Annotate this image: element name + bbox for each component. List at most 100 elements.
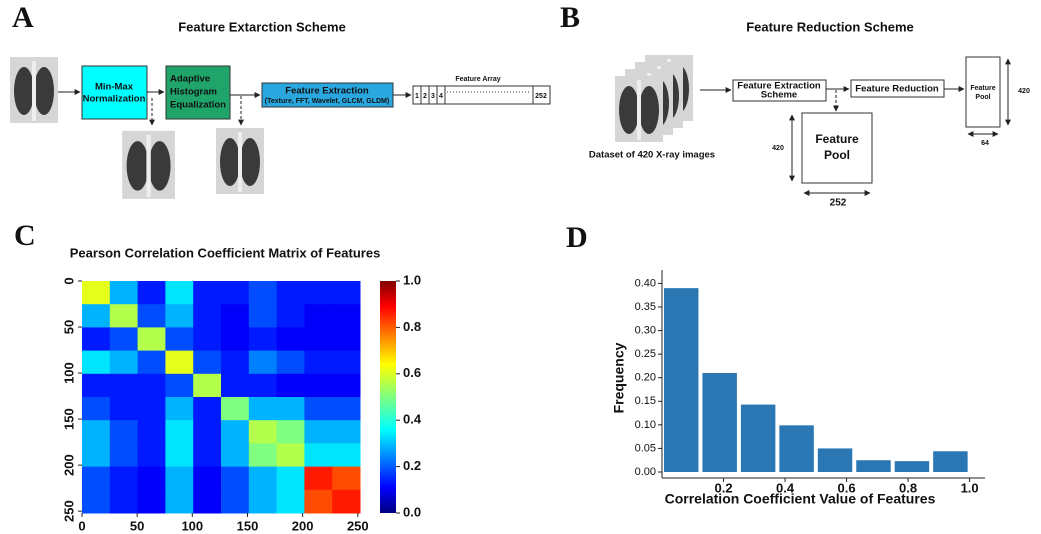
heat-cell — [109, 397, 139, 421]
heat-cell — [221, 304, 250, 328]
heat-cell — [304, 397, 333, 421]
y-tick-label: 0.20 — [635, 372, 656, 384]
pool-label: Feature — [815, 132, 859, 146]
y-tick-label: 250 — [61, 500, 76, 522]
heat-cell — [276, 489, 305, 514]
heat-cell — [82, 397, 111, 421]
heat-cell — [332, 489, 361, 514]
step-label: Histogram — [170, 87, 217, 98]
heat-cell — [332, 397, 361, 421]
y-tick-label: 0.05 — [635, 442, 656, 454]
heat-cell — [276, 304, 305, 328]
y-tick-label: 0.25 — [635, 348, 656, 360]
step-box — [165, 65, 231, 120]
x-tick-label: 0 — [78, 518, 85, 533]
heat-cell — [82, 304, 111, 328]
heat-cell — [332, 350, 361, 375]
heat-cell — [193, 420, 222, 444]
heat-cell — [276, 327, 305, 352]
bar — [817, 448, 853, 472]
bar — [933, 451, 968, 472]
panel-label: D — [566, 221, 588, 254]
heat-cell — [109, 327, 139, 352]
dimension-label: 420 — [772, 145, 784, 152]
heat-cell — [304, 281, 333, 305]
heat-cell — [248, 489, 278, 514]
heat-cell — [304, 420, 333, 444]
heat-cell — [276, 443, 305, 468]
step-label: (Texture, FFT, Wavelet, GLCM, GLDM) — [265, 98, 389, 105]
heat-cell — [304, 327, 333, 352]
heat-cell — [248, 397, 278, 421]
colorbar-tick-label: 0.6 — [403, 365, 421, 380]
heat-cell — [332, 443, 361, 468]
y-tick-label: 50 — [61, 320, 76, 334]
colorbar-tick-label: 0.4 — [403, 412, 422, 427]
colorbar-tick-label: 1.0 — [403, 272, 421, 287]
heat-cell — [332, 466, 361, 491]
heat-cell — [276, 397, 305, 421]
scheme-title: Feature Reduction Scheme — [746, 19, 914, 34]
y-tick-label: 0.35 — [635, 301, 656, 313]
feature-array — [412, 85, 551, 105]
panel-label: C — [14, 219, 36, 252]
x-tick-label: 0.2 — [714, 480, 732, 495]
bar — [740, 404, 776, 472]
heat-cell — [82, 443, 111, 468]
feature-pool — [801, 112, 873, 184]
pool-label: Feature — [970, 85, 995, 92]
dimension-label: 420 — [1018, 88, 1030, 95]
y-tick-label: 0.30 — [635, 324, 656, 336]
x-tick-label: 200 — [292, 518, 314, 533]
heat-cell — [248, 373, 278, 398]
heat-cell — [276, 373, 305, 398]
heat-cell — [304, 304, 333, 328]
x-tick-label: 250 — [347, 518, 369, 533]
heat-cell — [221, 281, 250, 305]
heat-cell — [276, 466, 305, 491]
heat-cell — [137, 373, 166, 398]
array-title: Feature Array — [455, 76, 500, 83]
x-tick-label: 0.4 — [776, 480, 795, 495]
heat-cell — [276, 350, 305, 375]
x-tick-label: 1.0 — [961, 480, 979, 495]
heat-cell — [193, 443, 222, 468]
y-tick-label: 0.15 — [635, 395, 656, 407]
heat-cell — [82, 466, 111, 491]
xray-image — [10, 57, 58, 123]
heat-cell — [276, 420, 305, 444]
feature-pool — [965, 56, 1001, 128]
step-label: Normalization — [83, 94, 146, 105]
step-label: Scheme — [761, 90, 797, 101]
heat-cell — [304, 466, 333, 491]
y-tick-label: 0.40 — [635, 277, 656, 289]
x-tick-label: 0.6 — [838, 480, 856, 495]
colorbar-tick-label: 0.0 — [403, 504, 421, 519]
heat-cell — [109, 350, 139, 375]
chart-title: Pearson Correlation Coefficient Matrix o… — [70, 245, 381, 260]
panel-label: A — [12, 1, 34, 34]
bar — [779, 425, 814, 472]
colorbar — [380, 281, 396, 513]
heat-cell — [165, 420, 194, 444]
step-label: Adaptive — [170, 74, 210, 85]
heat-cell — [137, 281, 166, 305]
xray-image — [615, 76, 663, 142]
heat-cell — [248, 350, 278, 375]
heat-cell — [193, 373, 222, 398]
step-label: Feature Reduction — [855, 84, 939, 95]
heat-cell — [137, 489, 166, 514]
heat-cell — [82, 281, 111, 305]
heat-cell — [332, 281, 361, 305]
dimension-label: 64 — [981, 140, 989, 147]
heat-cell — [221, 373, 250, 398]
heat-cell — [82, 373, 111, 398]
heat-cell — [332, 327, 361, 352]
heat-cell — [193, 304, 222, 328]
heat-cell — [248, 443, 278, 468]
heat-cell — [109, 420, 139, 444]
step-box — [261, 82, 394, 108]
heat-cell — [165, 281, 194, 305]
heat-cell — [193, 466, 222, 491]
